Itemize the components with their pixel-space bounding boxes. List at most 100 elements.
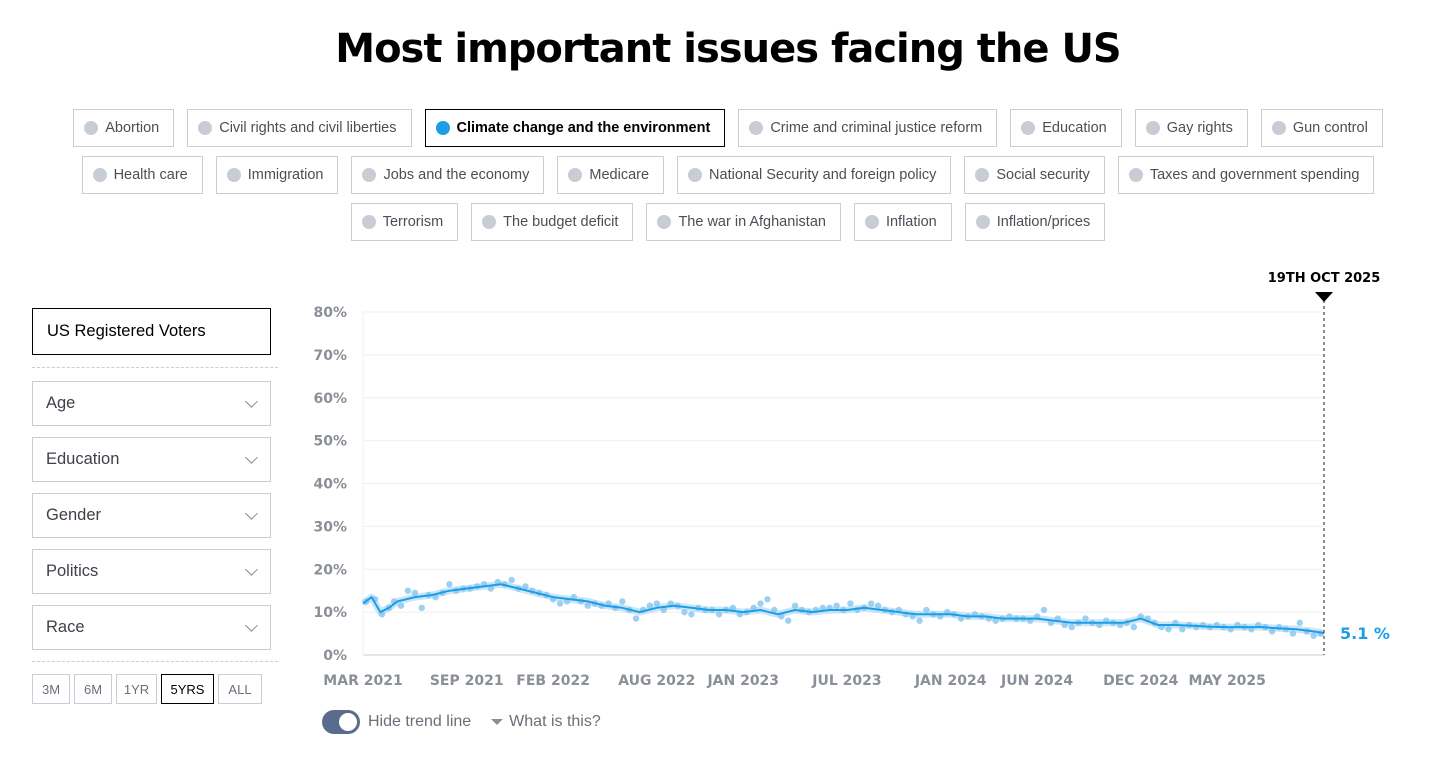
data-point [681, 608, 688, 616]
filter-list: Age Education Gender Politics Race [32, 381, 278, 650]
filter-label: Politics [46, 562, 99, 580]
issue-pill-label: The war in Afghanistan [678, 214, 826, 230]
radio-dot-icon [1271, 121, 1286, 135]
issue-pill-label: Education [1042, 120, 1107, 136]
filter-dropdown-gender[interactable]: Gender [32, 493, 271, 538]
page-title: Most important issues facing the US [335, 26, 1121, 72]
issue-pill-taxes-and-government-spending[interactable]: Taxes and government spending [1117, 156, 1375, 194]
data-point [992, 617, 999, 624]
x-tick-label: DEC 2024 [1103, 673, 1179, 689]
issue-pill-jobs-and-the-economy[interactable]: Jobs and the economy [351, 156, 545, 194]
range-button-5yrs[interactable]: 5YRS [161, 674, 214, 704]
data-point [1040, 606, 1048, 614]
filter-label: Age [46, 394, 76, 412]
issue-row: Abortion Civil rights and civil liberties… [0, 109, 1456, 147]
hide-trend-label: Hide trend line [368, 713, 472, 730]
radio-dot-icon [1145, 121, 1160, 135]
data-point [1268, 628, 1276, 635]
y-tick-label: 20% [313, 562, 347, 578]
trend-chart: 0% 10% 20% 30% 40% 50% 60% 70% 80% MAR 2021 SEP 20… [290, 260, 1440, 700]
radio-dot-icon [975, 168, 990, 182]
date-marker-triangle-icon [1315, 292, 1333, 302]
issue-pill-gay-rights[interactable]: Gay rights [1134, 109, 1248, 147]
issue-pill-label: Health care [113, 167, 188, 183]
issue-pill-immigration[interactable]: Immigration [215, 156, 339, 194]
filter-dropdown-education[interactable]: Education [32, 437, 271, 482]
range-button-1yr[interactable]: 1YR [116, 674, 157, 704]
issue-pill-education[interactable]: Education [1010, 109, 1122, 147]
y-tick-label: 80% [313, 305, 347, 321]
data-point [411, 589, 419, 597]
data-point [833, 602, 840, 609]
last-value-label: 5.1 % [1340, 624, 1390, 643]
chevron-down-icon [245, 394, 258, 408]
divider [32, 367, 278, 368]
x-tick-label: JAN 2024 [914, 673, 987, 689]
range-button-all[interactable]: ALL [218, 674, 262, 704]
issue-pill-label: Abortion [105, 120, 160, 136]
issue-pill-gun-control[interactable]: Gun control [1260, 109, 1383, 147]
issue-pill-inflation[interactable]: Inflation [853, 203, 952, 241]
sidebar: US Registered Voters Age Education Gender P… [32, 308, 278, 704]
radio-dot-icon [482, 215, 497, 229]
chevron-down-icon [245, 506, 258, 520]
what-is-this-link[interactable]: What is this? [491, 713, 601, 731]
issue-pill-the-war-in-afghanistan[interactable]: The war in Afghanistan [646, 203, 841, 241]
issue-pill-abortion[interactable]: Abortion [73, 109, 175, 147]
y-tick-label: 0% [323, 648, 347, 664]
data-point [418, 604, 425, 612]
filter-label: Gender [46, 506, 102, 524]
filter-dropdown-race[interactable]: Race [32, 605, 271, 650]
data-point [764, 596, 771, 603]
data-point [1296, 619, 1304, 627]
issue-pill-label: Civil rights and civil liberties [219, 120, 397, 136]
radio-dot-icon [568, 168, 583, 182]
population-select[interactable]: US Registered Voters [32, 308, 271, 355]
data-point [923, 606, 930, 614]
issue-pill-climate-change-and-the-environment[interactable]: Climate change and the environment [424, 109, 726, 147]
toggle-knob [339, 713, 357, 731]
data-point [1310, 632, 1317, 639]
trend-line [362, 583, 1325, 635]
hide-trend-toggle[interactable] [322, 710, 360, 734]
issue-pill-label: Immigration [247, 167, 324, 183]
data-point [916, 617, 923, 624]
range-button-3m[interactable]: 3M [32, 674, 70, 704]
issue-pill-the-budget-deficit[interactable]: The budget deficit [471, 203, 634, 241]
radio-dot-icon [864, 215, 879, 229]
radio-dot-icon [657, 215, 672, 229]
what-is-this-label: What is this? [509, 713, 601, 730]
data-point [715, 611, 723, 618]
data-point [619, 598, 626, 605]
filter-dropdown-politics[interactable]: Politics [32, 549, 271, 594]
issue-pill-label: Climate change and the environment [456, 120, 711, 136]
data-point [957, 615, 965, 622]
issue-pill-social-security[interactable]: Social security [964, 156, 1105, 194]
data-point [819, 604, 826, 612]
issue-pill-medicare[interactable]: Medicare [557, 156, 665, 194]
y-tick-label: 70% [313, 348, 347, 364]
radio-dot-icon [362, 168, 377, 182]
issue-pill-civil-rights-and-civil-liberties[interactable]: Civil rights and civil liberties [187, 109, 412, 147]
chart-svg: 0% 10% 20% 30% 40% 50% 60% 70% 80% MAR 2021 SEP 20… [313, 271, 1390, 689]
range-button-6m[interactable]: 6M [74, 674, 112, 704]
data-point [847, 600, 854, 607]
issue-pill-label: The budget deficit [503, 214, 619, 230]
issue-pill-label: Gay rights [1166, 120, 1233, 136]
x-tick-label: MAR 2021 [323, 673, 402, 689]
radio-dot-icon [975, 215, 990, 229]
data-point [646, 602, 654, 609]
issue-pill-label: Inflation [885, 214, 937, 230]
issue-pill-terrorism[interactable]: Terrorism [350, 203, 459, 241]
issue-pill-health-care[interactable]: Health care [81, 156, 203, 194]
filter-dropdown-age[interactable]: Age [32, 381, 271, 426]
data-point [632, 615, 640, 622]
issue-pill-label: Social security [996, 167, 1090, 183]
issue-pill-crime-and-criminal-justice-reform[interactable]: Crime and criminal justice reform [738, 109, 998, 147]
issue-pill-national-security-and-foreign-policy[interactable]: National Security and foreign policy [677, 156, 952, 194]
issue-pill-inflation-prices[interactable]: Inflation/prices [964, 203, 1106, 241]
caret-down-icon [491, 719, 504, 725]
data-point [446, 581, 453, 588]
chevron-down-icon [245, 618, 258, 632]
issue-pill-label: Medicare [589, 167, 650, 183]
